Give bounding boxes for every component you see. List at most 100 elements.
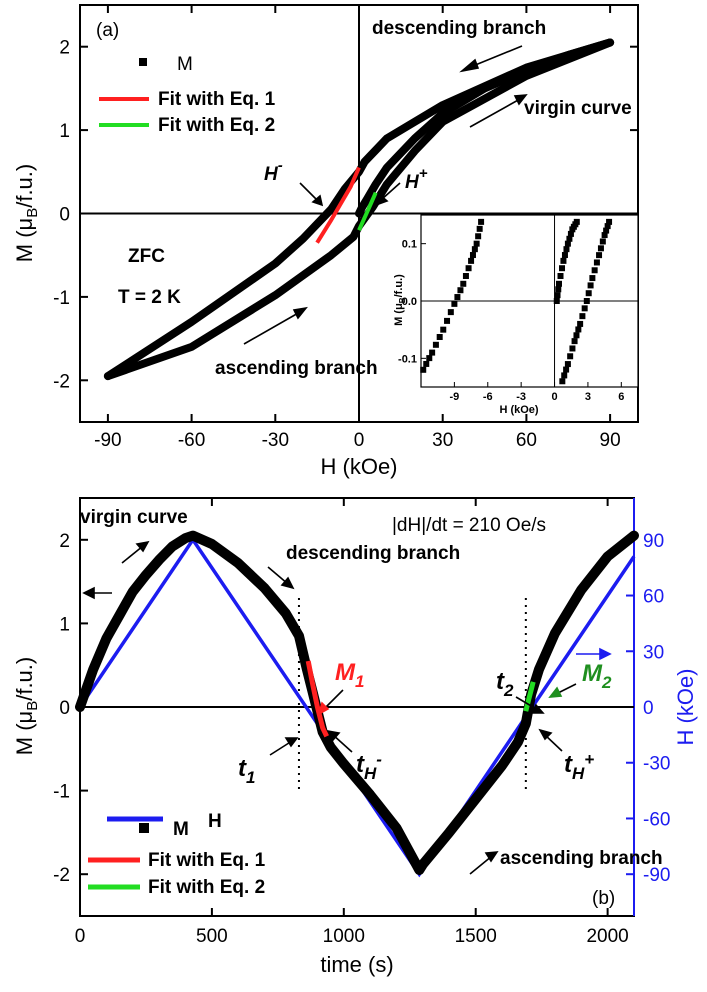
- inset-point: [559, 265, 566, 272]
- inset-point: [563, 246, 570, 253]
- inset-xtick-label: 0: [551, 391, 557, 403]
- panel-a-xtick-label: 0: [354, 430, 365, 451]
- inset-point: [554, 292, 561, 299]
- annotation-thm-sup: -: [376, 750, 382, 769]
- inset-point: [583, 298, 590, 304]
- arrow-ascending-head: [292, 306, 308, 320]
- inset-point: [471, 246, 478, 253]
- panel-a-ytick-label: -2: [53, 371, 70, 392]
- inset-point: [473, 240, 480, 247]
- inset-xtick-label: -9: [449, 391, 459, 403]
- panel-b: 0 500 1000 1500 2000-2-1012-90-60-300306090 …: [12, 497, 698, 977]
- annotation-ascending-b-text: ascending branch: [500, 848, 663, 869]
- panel-b-ylabel: M (μB/f.u.): [12, 657, 41, 755]
- annotation-thm-sub: H: [364, 764, 377, 783]
- panel-a-ytick-label: 2: [59, 38, 70, 59]
- annotation-m1: M1: [335, 659, 364, 691]
- inset-ytick-label: -0.1: [398, 353, 417, 365]
- panel-b-y2tick-label: 60: [643, 587, 664, 608]
- panel-b-ytick-label: 1: [59, 614, 70, 635]
- arrow-ascending-b: [469, 855, 493, 875]
- panel-b-ytick-label: -1: [53, 782, 70, 803]
- inset-ytick-label: 0.0: [402, 296, 417, 308]
- inset-point: [560, 257, 567, 264]
- annotation-thp-base: t: [564, 751, 573, 778]
- inset-ylabel-rest: /f.u.): [393, 274, 405, 298]
- annotation-virgin-b: virgin curve: [80, 507, 188, 528]
- inset-point: [559, 378, 566, 385]
- inset-point: [432, 341, 439, 348]
- annotation-ascending: ascending branch: [215, 358, 378, 379]
- arrow-left-b-head: [82, 586, 95, 600]
- inset-point: [587, 282, 594, 289]
- inset-point: [457, 287, 464, 294]
- panel-a-legend: M Fit with Eq. 1 Fit with Eq. 2: [99, 54, 276, 136]
- panel-a-ylabel: M (μB/f.u.): [12, 164, 41, 262]
- inset-xtick-label: -3: [516, 391, 526, 403]
- panel-b-y2tick-label: 0: [643, 698, 654, 719]
- annotation-temperature: T = 2 K: [118, 287, 181, 308]
- inset-xtick-label: 3: [585, 391, 591, 403]
- annotation-t1-base: t: [238, 755, 247, 782]
- panel-b-y2tick-label: 30: [643, 642, 664, 663]
- panel-a-xtick-label: -90: [94, 430, 121, 451]
- annotation-t1: t1: [238, 755, 255, 787]
- panel-b-ytick-label: -2: [53, 865, 70, 886]
- inset-point: [465, 265, 472, 272]
- annotation-t2-base: t: [496, 668, 505, 695]
- panel-a-fit-eq2: [357, 191, 378, 232]
- arrow-thm-head: [326, 729, 341, 742]
- annotation-m2: M2: [582, 660, 612, 692]
- arrow-virgin-head: [513, 94, 528, 106]
- annotation-t2-sub: 2: [503, 681, 514, 700]
- annotation-descending-b: descending branch: [286, 543, 460, 564]
- arrow-hplus: [380, 182, 401, 201]
- inset-point: [566, 235, 573, 242]
- inset-point: [597, 245, 604, 252]
- legend-marker-m: [139, 58, 147, 66]
- panel-a-ytick-label: -1: [53, 288, 70, 309]
- inset-point: [564, 361, 571, 368]
- arrow-descending-b-head: [280, 576, 295, 590]
- inset-xlabel: H (kOe): [499, 404, 538, 416]
- inset-point: [585, 290, 592, 297]
- panel-b-xlabel: time (s): [320, 952, 393, 977]
- inset-point: [589, 275, 596, 282]
- inset-point: [454, 294, 461, 301]
- inset-ylabel: M (μB/f.u.): [393, 274, 407, 326]
- annotation-virgin: virgin curve: [524, 98, 632, 119]
- panel-b-ytick-label: 0: [59, 698, 70, 719]
- inset-point: [469, 252, 476, 259]
- panel-b-fit-eq1: [305, 660, 329, 738]
- annotation-hplus-sup: +: [419, 165, 428, 182]
- legend-label-m: M: [177, 54, 193, 75]
- arrow-right-b-head: [599, 647, 612, 661]
- inset-point: [601, 232, 608, 239]
- panel-b-y2tick-label: 90: [643, 531, 664, 552]
- inset-point: [604, 223, 611, 230]
- annotation-hplus: H+: [405, 165, 428, 193]
- annotation-t2: t2: [496, 668, 514, 700]
- panel-b-xtick-label: 2000: [586, 926, 628, 947]
- inset-point: [575, 326, 582, 333]
- arrow-hminus-head: [311, 194, 324, 207]
- panel-a-xtick-label: -60: [178, 430, 205, 451]
- panel-a-label: (a): [96, 20, 119, 41]
- panel-a-xtick-label: 30: [432, 430, 453, 451]
- panel-b-xtick-label: 1500: [455, 926, 497, 947]
- legend-b-label-fit2: Fit with Eq. 2: [148, 877, 265, 898]
- annotation-hminus: H-: [264, 157, 283, 185]
- legend-b-label-h: H: [208, 811, 222, 832]
- panel-a-arrows: [243, 45, 528, 345]
- annotation-hminus-base: H: [264, 164, 279, 185]
- panel-a-xlabel: H (kOe): [321, 454, 398, 479]
- annotation-virgin-text: virgin curve: [524, 98, 632, 119]
- ylabel-a-rest: /f.u.): [12, 164, 37, 208]
- annotation-t1-sub: 1: [246, 768, 255, 787]
- inset-point: [567, 353, 574, 360]
- inset-point: [436, 334, 443, 341]
- arrow-t1-head: [284, 737, 299, 748]
- panel-b-label: (b): [592, 888, 615, 909]
- annotation-thp: tH+: [564, 750, 594, 783]
